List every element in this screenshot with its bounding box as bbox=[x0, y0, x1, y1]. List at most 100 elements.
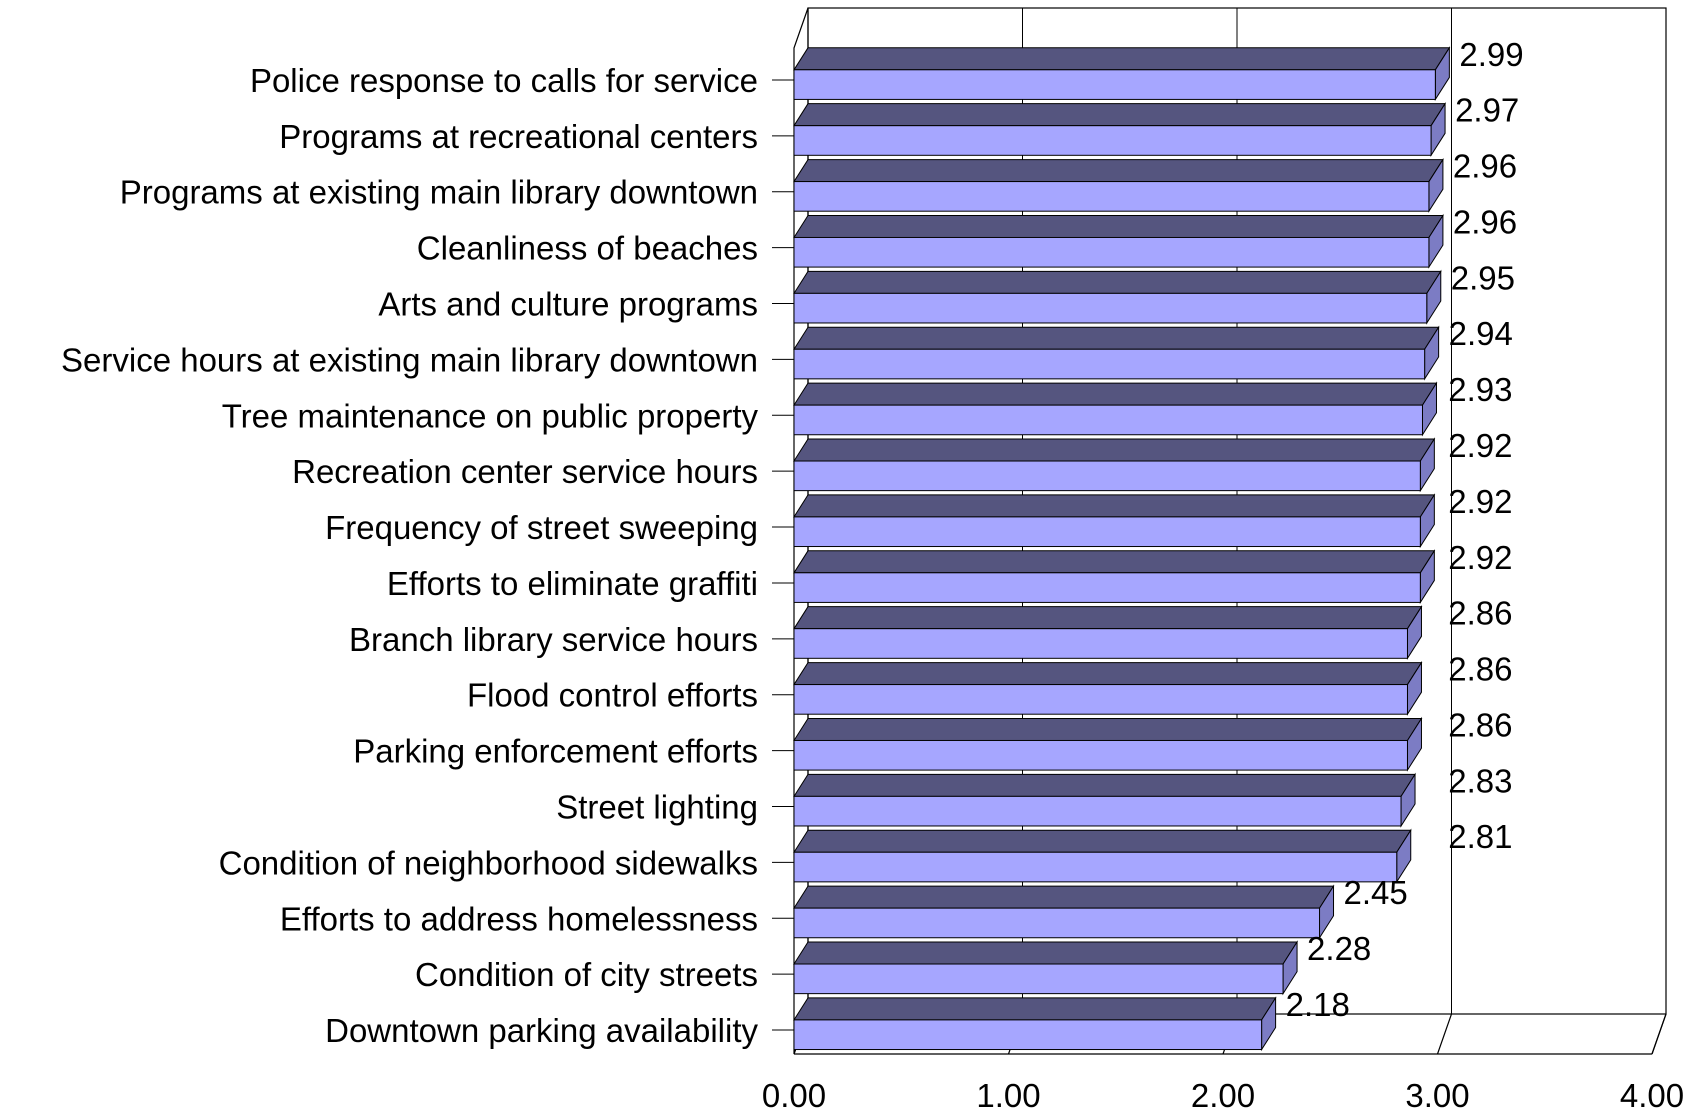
x-tick-label: 0.00 bbox=[762, 1077, 826, 1114]
category-label: Police response to calls for service bbox=[250, 62, 758, 99]
bar-front-face bbox=[793, 516, 1421, 548]
bar bbox=[793, 604, 1423, 661]
data-label: 2.45 bbox=[1344, 874, 1408, 911]
bar-front-face bbox=[793, 572, 1421, 603]
bar-front-face bbox=[793, 69, 1436, 100]
bar bbox=[793, 101, 1446, 158]
bar-front-face bbox=[793, 628, 1408, 659]
bar-front-face bbox=[793, 348, 1426, 380]
bar-top-face bbox=[793, 829, 1412, 853]
data-label: 2.83 bbox=[1448, 762, 1512, 799]
data-label: 2.28 bbox=[1307, 930, 1371, 967]
bar bbox=[793, 940, 1298, 996]
data-label: 2.99 bbox=[1459, 36, 1523, 73]
data-label: 2.96 bbox=[1453, 148, 1517, 185]
category-label: Condition of neighborhood sidewalks bbox=[219, 844, 758, 881]
category-label: Programs at existing main library downto… bbox=[120, 174, 758, 211]
category-label: Flood control efforts bbox=[467, 677, 758, 714]
bar-front-face bbox=[793, 963, 1284, 995]
floor-gridline bbox=[1436, 1013, 1453, 1055]
x-tick-label: 1.00 bbox=[976, 1077, 1040, 1114]
x-tick-label: 2.00 bbox=[1191, 1077, 1255, 1114]
category-label: Efforts to eliminate graffiti bbox=[387, 565, 758, 602]
bar-front-face bbox=[793, 181, 1430, 212]
category-label: Downtown parking availability bbox=[325, 1012, 758, 1049]
data-label: 2.86 bbox=[1448, 651, 1512, 688]
category-label: Programs at recreational centers bbox=[279, 118, 758, 155]
category-label: Branch library service hours bbox=[349, 621, 758, 658]
floor-gridline bbox=[1651, 1013, 1667, 1055]
data-label: 2.93 bbox=[1448, 371, 1512, 408]
bar bbox=[793, 716, 1423, 772]
category-label: Street lighting bbox=[556, 789, 758, 826]
bars bbox=[793, 46, 1451, 1052]
bar-top-face bbox=[793, 494, 1436, 518]
bar-top-face bbox=[793, 997, 1277, 1021]
category-label: Service hours at existing main library d… bbox=[61, 341, 758, 378]
data-label: 2.96 bbox=[1453, 203, 1517, 240]
bar-front-face bbox=[793, 236, 1430, 268]
data-label: 2.18 bbox=[1286, 986, 1350, 1023]
category-label: Efforts to address homelessness bbox=[280, 900, 758, 937]
bar bbox=[793, 46, 1451, 102]
bar-top-face bbox=[793, 47, 1451, 71]
bar-top-face bbox=[793, 214, 1444, 238]
bar bbox=[793, 325, 1440, 381]
bar-top-face bbox=[793, 885, 1335, 909]
bar-front-face bbox=[793, 404, 1423, 436]
data-label: 2.86 bbox=[1448, 706, 1512, 743]
bar bbox=[793, 996, 1277, 1052]
bar-top-face bbox=[793, 438, 1436, 462]
bar-top-face bbox=[793, 550, 1436, 574]
bar bbox=[793, 157, 1444, 213]
bar bbox=[793, 884, 1335, 940]
category-label: Frequency of street sweeping bbox=[325, 509, 758, 546]
bar bbox=[793, 213, 1444, 269]
bar bbox=[793, 493, 1436, 549]
data-label: 2.94 bbox=[1449, 315, 1513, 352]
category-label: Arts and culture programs bbox=[378, 286, 758, 323]
bar-front-face bbox=[793, 907, 1321, 939]
bar-front-face bbox=[793, 684, 1408, 715]
bar-top-face bbox=[793, 717, 1423, 741]
category-label: Tree maintenance on public property bbox=[222, 397, 759, 434]
bar-front-face bbox=[793, 460, 1421, 492]
bar bbox=[793, 772, 1416, 828]
bar bbox=[793, 549, 1436, 605]
category-label: Recreation center service hours bbox=[292, 453, 758, 490]
bar bbox=[793, 437, 1436, 493]
bar bbox=[793, 381, 1438, 437]
bar-top-face bbox=[793, 270, 1442, 294]
category-label: Parking enforcement efforts bbox=[353, 733, 758, 770]
bar-top-face bbox=[793, 159, 1444, 183]
bar-front-face bbox=[793, 795, 1402, 827]
bar-front-face bbox=[793, 851, 1398, 883]
bar-top-face bbox=[793, 941, 1298, 965]
bar bbox=[793, 828, 1412, 884]
bar-front-face bbox=[793, 292, 1428, 324]
bar-front-face bbox=[793, 739, 1408, 771]
data-label: 2.81 bbox=[1448, 818, 1512, 855]
data-label: 2.92 bbox=[1448, 427, 1512, 464]
data-label: 2.92 bbox=[1448, 483, 1512, 520]
x-tick-label: 4.00 bbox=[1620, 1077, 1684, 1114]
bar bbox=[793, 269, 1442, 325]
data-label: 2.86 bbox=[1448, 595, 1512, 632]
bar-top-face bbox=[793, 326, 1440, 350]
data-label: 2.92 bbox=[1448, 539, 1512, 576]
labels: 0.00 1.00 2.00 3.00 4.00 Police response to c… bbox=[61, 36, 1684, 1114]
bar-top-face bbox=[793, 662, 1423, 686]
bar-top-face bbox=[793, 606, 1423, 630]
bar-top-face bbox=[793, 773, 1416, 797]
bar-top-face bbox=[793, 382, 1438, 406]
category-label: Condition of city streets bbox=[415, 956, 758, 993]
x-tick-label: 3.00 bbox=[1405, 1077, 1469, 1114]
data-label: 2.97 bbox=[1455, 92, 1519, 129]
data-label: 2.95 bbox=[1451, 259, 1515, 296]
bar bbox=[793, 660, 1423, 716]
bar-front-face bbox=[793, 1019, 1263, 1051]
bar-front-face bbox=[793, 125, 1432, 156]
category-label: Cleanliness of beaches bbox=[417, 230, 758, 267]
bar-top-face bbox=[793, 103, 1446, 127]
